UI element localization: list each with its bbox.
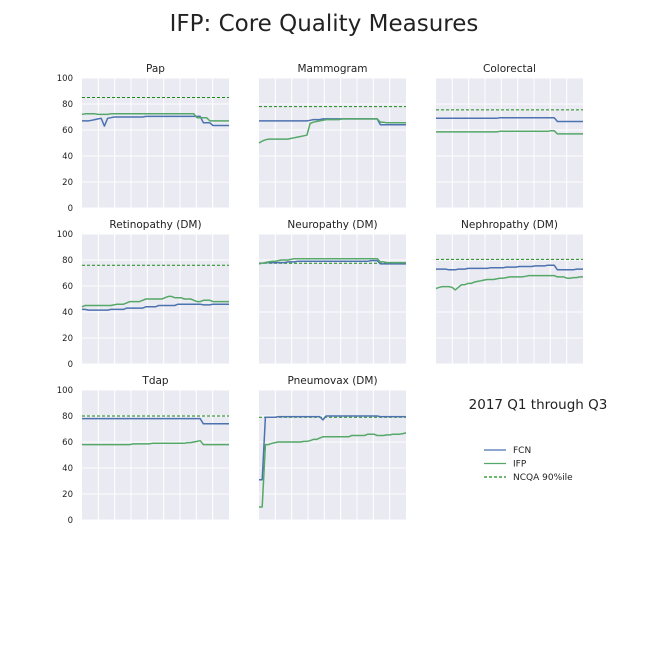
series-line-fcn (259, 259, 406, 265)
legend-label-ncqa: NCQA 90%ile (513, 473, 573, 483)
series-line-ifp (81, 295, 229, 308)
panel-background (259, 78, 406, 208)
panel-0: 0 20 40 60 80 100 Pap (57, 63, 229, 214)
panel-background (82, 78, 229, 208)
panel-2: Colorectal (436, 63, 583, 209)
series-line-ifp (258, 118, 406, 144)
y-tick-label: 0 (68, 516, 73, 526)
y-tick-label: 20 (62, 490, 73, 500)
panel-background (436, 78, 583, 208)
y-tick-label: 40 (62, 464, 73, 474)
y-tick-label: 60 (62, 282, 73, 292)
panel-title: Pap (146, 63, 165, 75)
y-tick-label: 100 (57, 74, 73, 84)
panel-7: Pneumovax (DM) (259, 375, 407, 521)
series-line-ifp (259, 432, 407, 508)
legend-label-fcn: FCN (513, 446, 531, 456)
panel-background (259, 390, 406, 520)
panel-background (82, 390, 229, 520)
y-tick-label: 20 (62, 178, 73, 188)
panel-background (436, 234, 583, 364)
y-tick-label: 40 (62, 152, 73, 162)
y-tick-label: 0 (68, 204, 73, 214)
legend: FCN IFP NCQA 90%ile (484, 446, 573, 483)
series-line-fcn (82, 303, 229, 311)
panel-title: Colorectal (483, 63, 536, 75)
panel-3: 0 20 40 60 80 100 Retinopathy (DM) (57, 219, 229, 370)
series-line-ifp (258, 257, 406, 265)
y-tick-label: 100 (57, 386, 73, 396)
period-annotation: 2017 Q1 through Q3 (469, 397, 608, 413)
y-tick-label: 100 (57, 230, 73, 240)
panels: 0 20 40 60 80 100 Pap Mammogram Colorectal 0 20 40 6… (57, 63, 583, 526)
series-line-ifp (81, 113, 229, 122)
series-line-fcn (436, 264, 583, 271)
series-line-ifp (82, 439, 229, 446)
panel-title: Mammogram (297, 63, 367, 75)
series-line-ifp (435, 274, 583, 291)
y-tick-label: 0 (68, 360, 73, 370)
y-tick-label: 60 (62, 126, 73, 136)
panel-6: 0 20 40 60 80 100 Tdap (57, 375, 229, 526)
series-line-fcn (436, 116, 583, 123)
panel-title: Neuropathy (DM) (287, 219, 377, 231)
y-tick-label: 60 (62, 438, 73, 448)
y-tick-label: 80 (62, 412, 73, 422)
panel-1: Mammogram (258, 63, 406, 209)
panel-title: Nephropathy (DM) (461, 219, 558, 231)
panel-5: Nephropathy (DM) (435, 219, 583, 365)
series-line-fcn (82, 417, 229, 425)
y-tick-label: 80 (62, 256, 73, 266)
figure-title: IFP: Core Quality Measures (170, 11, 479, 37)
y-tick-label: 80 (62, 100, 73, 110)
series-line-fcn (259, 415, 406, 481)
y-tick-label: 40 (62, 308, 73, 318)
series-line-fcn (82, 115, 229, 127)
panel-title: Retinopathy (DM) (109, 219, 201, 231)
y-tick-label: 20 (62, 334, 73, 344)
panel-title: Tdap (141, 375, 169, 387)
panel-background (259, 234, 406, 364)
panel-4: Neuropathy (DM) (258, 219, 406, 365)
legend-label-ifp: IFP (513, 460, 527, 470)
series-line-ifp (436, 129, 583, 135)
panel-title: Pneumovax (DM) (287, 375, 377, 387)
